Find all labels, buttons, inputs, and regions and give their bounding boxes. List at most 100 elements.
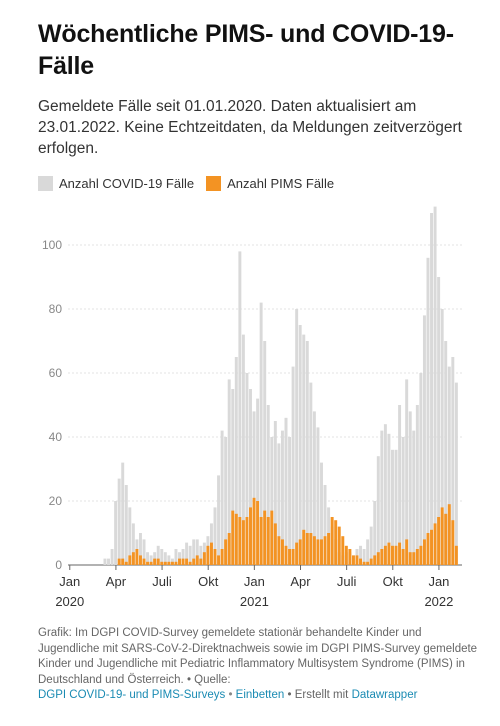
bar-covid (440, 309, 444, 565)
y-tick-label: 100 (42, 238, 62, 252)
bar-covid (323, 485, 327, 565)
bar-covid (305, 341, 309, 565)
bar-covid (376, 456, 380, 565)
bar-covid (146, 552, 150, 565)
bar-pims (163, 561, 167, 565)
bar-pims (231, 510, 235, 565)
bar-pims (373, 555, 377, 565)
bar-covid (238, 251, 242, 565)
bar-covid (288, 437, 292, 565)
bar-covid (114, 501, 118, 565)
y-tick-label: 0 (55, 558, 62, 572)
bar-covid (295, 309, 299, 565)
bar-pims (220, 549, 224, 565)
bar-pims (295, 542, 299, 565)
footer-note: Grafik: Im DGPI COVID-Survey gemeldete s… (38, 627, 478, 686)
bar-covid (249, 389, 252, 565)
bar-pims (124, 561, 128, 565)
bar-pims (348, 549, 352, 565)
bar-covid (181, 549, 185, 565)
bar-pims (266, 517, 270, 565)
legend-item-pims: Anzahl PIMS Fälle (206, 175, 335, 191)
bar-covid (103, 558, 107, 565)
bar-covid (195, 539, 199, 565)
bar-covid (415, 405, 419, 565)
bar-covid (362, 549, 366, 565)
bar-covid (391, 449, 394, 565)
bar-pims (391, 545, 394, 565)
x-tick-label: Juli (152, 574, 172, 589)
x-tick-label: Juli (337, 574, 357, 589)
bar-covid (405, 379, 409, 565)
bar-pims (344, 545, 348, 565)
chart-plot: 0 20 40 60 80 100 Jan 2020 Apr Juli Okt Jan 2021 Apr J… (42, 206, 462, 609)
bar-covid (124, 485, 128, 565)
bar-pims (209, 542, 213, 565)
bar-covid (277, 443, 281, 565)
y-tick-label: 60 (49, 366, 63, 380)
bar-covid (273, 421, 277, 565)
bar-covid (142, 539, 146, 565)
embed-link[interactable]: Einbetten (235, 689, 285, 701)
bar-pims (160, 561, 164, 565)
bar-pims (330, 517, 334, 565)
bar-covid (291, 366, 295, 565)
datawrapper-link[interactable]: Datawrapper (351, 689, 418, 701)
bar-covid (131, 523, 135, 565)
legend-swatch-pims (206, 175, 222, 191)
bar-covid (227, 379, 231, 565)
bar-covid (224, 437, 228, 565)
x-tick-label: Jan (428, 574, 449, 589)
bar-pims (256, 501, 260, 565)
bar-covid (380, 430, 384, 565)
bar-covid (128, 507, 132, 565)
legend-label-covid: Anzahl COVID-19 Fälle (59, 175, 195, 191)
bar-pims (195, 555, 199, 565)
bar-pims (192, 558, 196, 565)
bar-pims (366, 561, 370, 565)
bar-pims (454, 545, 458, 565)
bar-covid (280, 430, 284, 565)
bar-pims (415, 549, 419, 565)
bar-pims (351, 555, 355, 565)
bar-pims (433, 523, 437, 565)
legend: Anzahl COVID-19 Fälle Anzahl PIMS Fälle (38, 174, 346, 192)
bar-pims (238, 517, 242, 565)
x-tick-label: Apr (290, 574, 311, 589)
bar-pims (241, 520, 245, 565)
bar-covid (298, 325, 302, 565)
bar-covid (245, 373, 249, 565)
bar-pims (447, 504, 451, 565)
bar-covid (302, 334, 306, 565)
bar-covid (117, 478, 121, 565)
bar-pims (398, 542, 402, 565)
bar-covid (156, 545, 160, 565)
bar-covid (234, 357, 238, 565)
bar-pims (412, 552, 416, 565)
source-link[interactable]: DGPI COVID-19- und PIMS-Surveys (38, 689, 226, 701)
bar-pims (320, 539, 323, 565)
bar-pims (199, 558, 203, 565)
legend-swatch-covid (38, 175, 53, 191)
bar-covid (138, 533, 142, 565)
bar-covid (422, 315, 426, 565)
bar-covid (213, 507, 217, 565)
bar-covid (188, 545, 192, 565)
bar-covid (454, 382, 458, 565)
bar-pims (224, 539, 228, 565)
bar-covid (366, 539, 370, 565)
bar-pims (405, 539, 409, 565)
bar-covid (192, 539, 196, 565)
bar-pims (167, 561, 171, 565)
bar-covid (241, 334, 245, 565)
bar-covid (270, 437, 274, 565)
bar-covid (284, 417, 288, 565)
bar-covid (316, 427, 320, 565)
bar-pims (394, 545, 398, 565)
bar-pims (341, 536, 345, 565)
legend-label-pims: Anzahl PIMS Fälle (227, 175, 335, 191)
bar-pims (146, 561, 150, 565)
bar-covid (231, 389, 235, 565)
x-tick-year: 2022 (424, 594, 453, 609)
